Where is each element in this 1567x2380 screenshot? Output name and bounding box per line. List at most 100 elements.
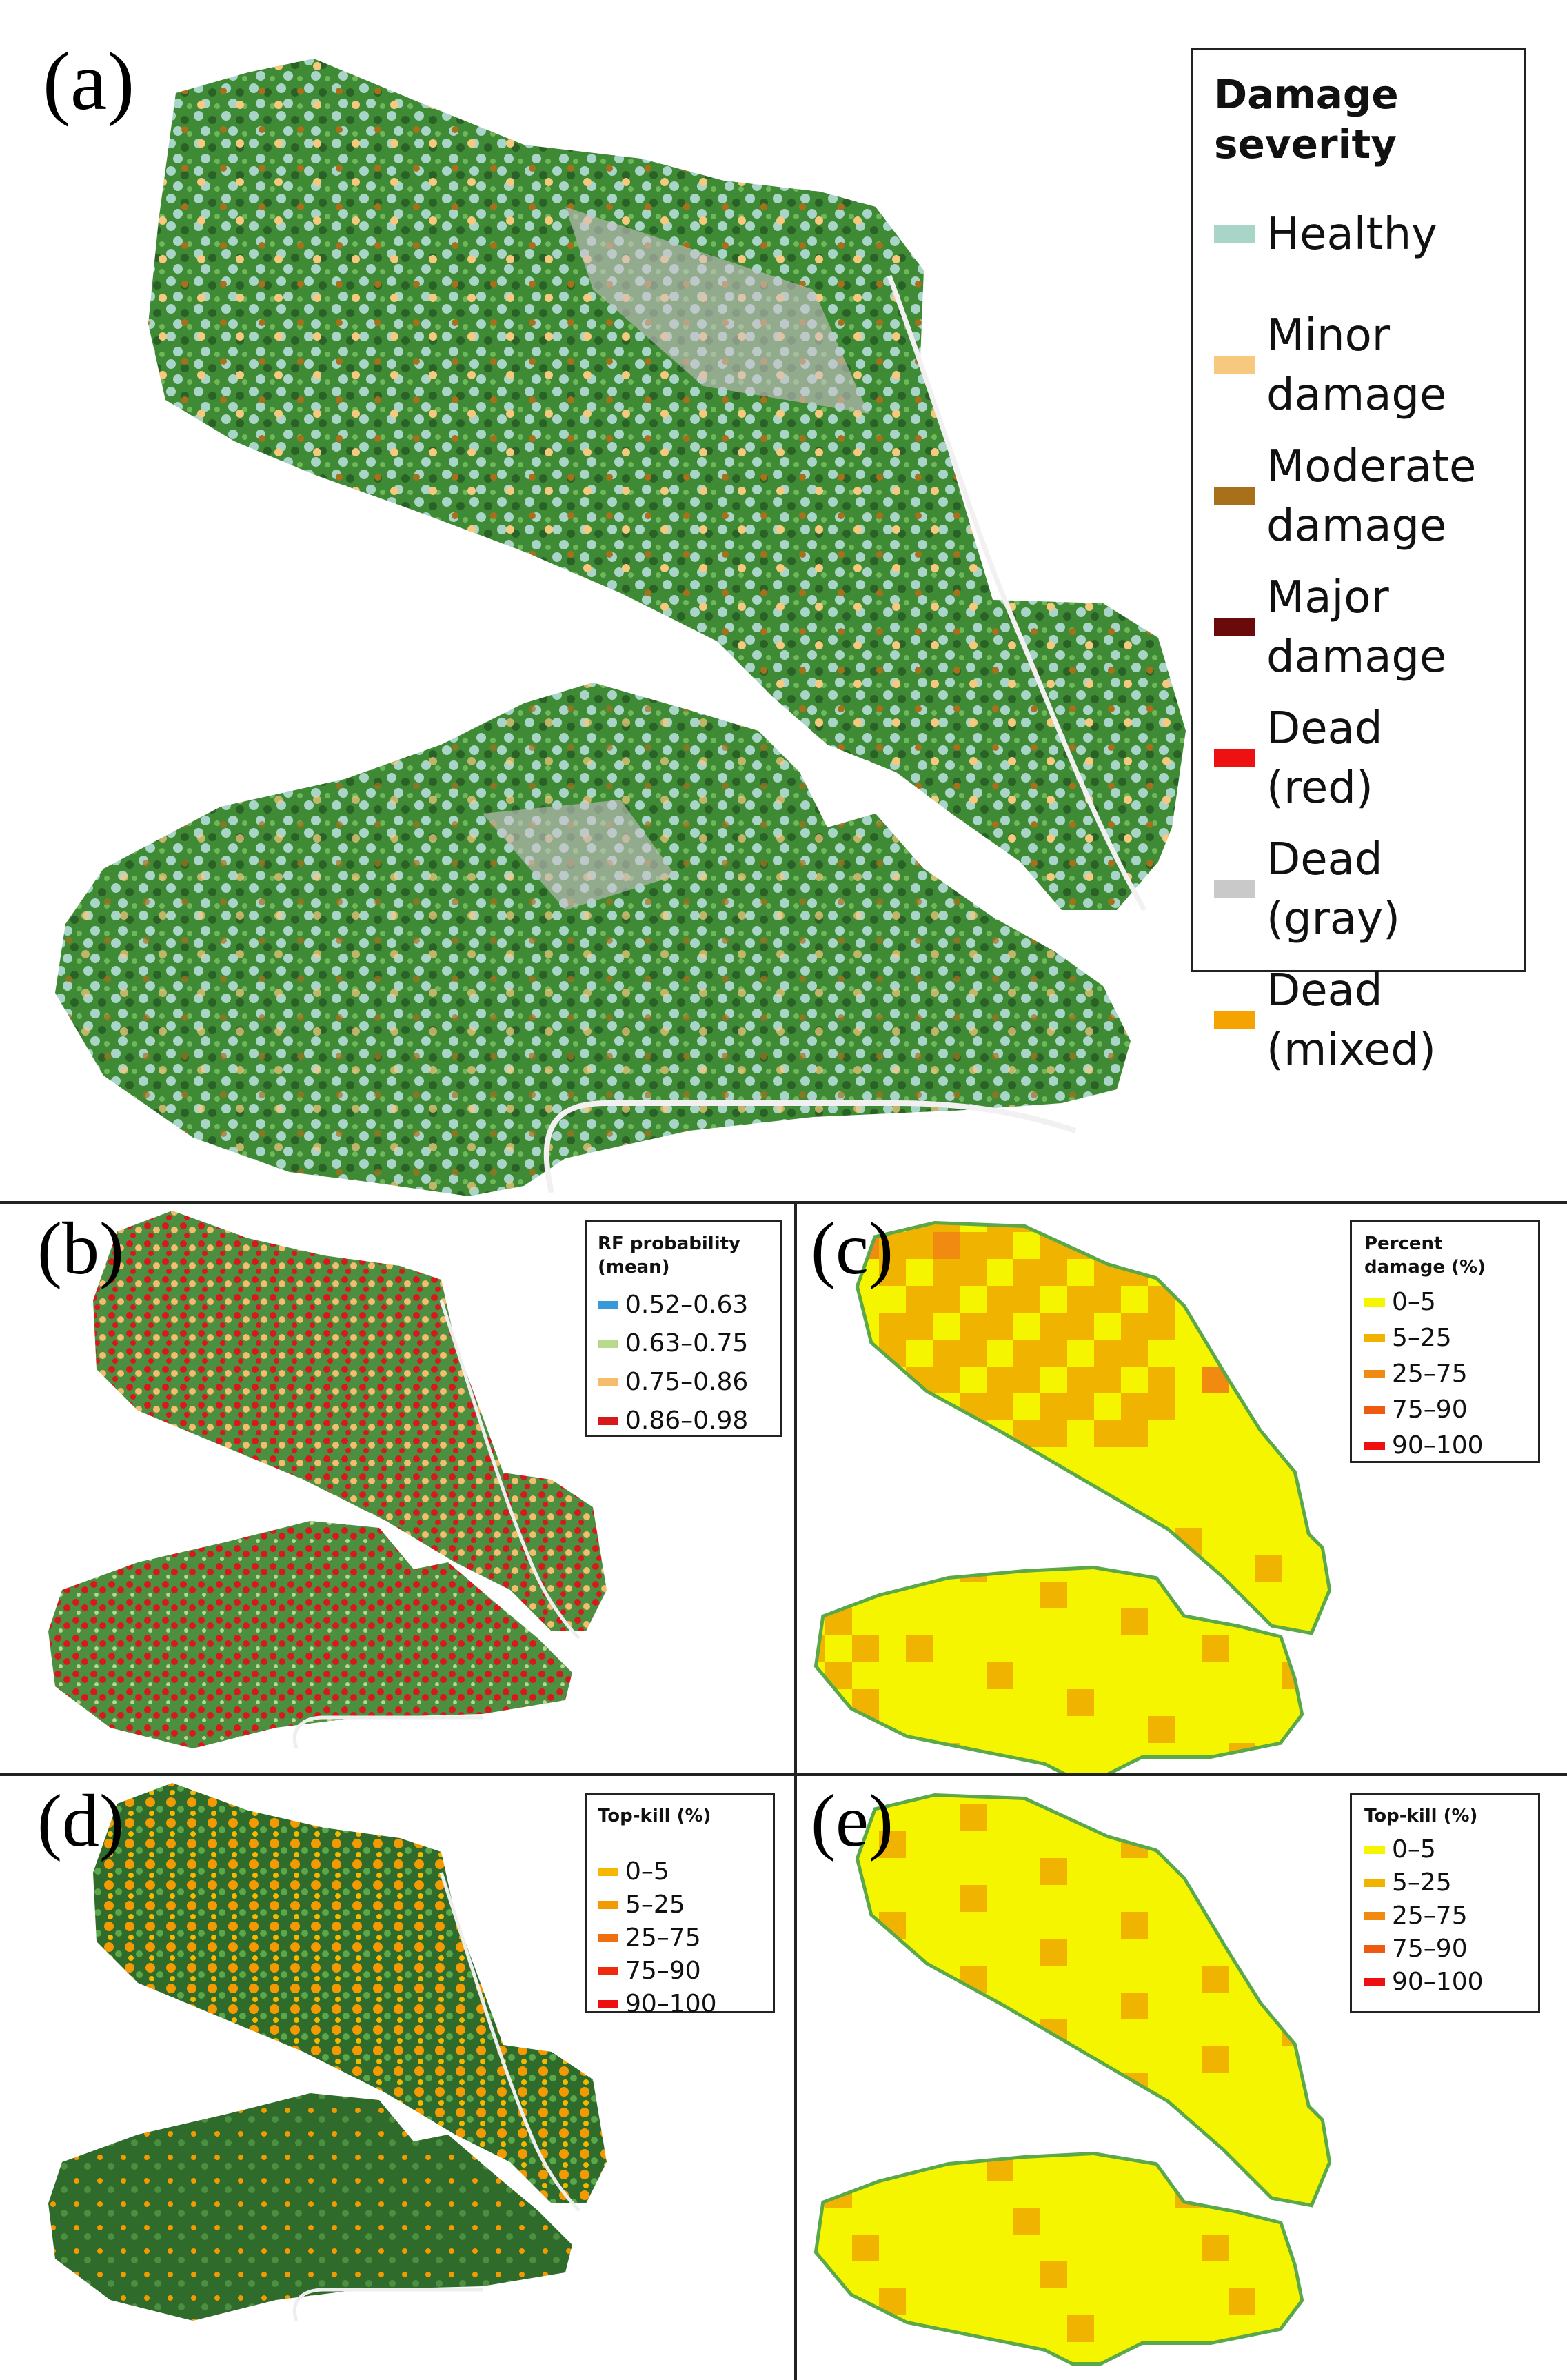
grid-cell	[1497, 1662, 1524, 1689]
grid-cell	[1363, 1689, 1390, 1716]
grid-cell	[852, 1635, 879, 1662]
grid-cell	[987, 1804, 1013, 1831]
grid-cell	[1551, 1528, 1567, 1555]
grid-cell	[818, 1501, 825, 1528]
grid-cell	[933, 2073, 960, 2100]
grid-cell	[1148, 2019, 1175, 2046]
grid-cell	[1094, 2181, 1121, 2208]
grid-cell	[1309, 1858, 1328, 1885]
grid-cell	[1417, 1501, 1444, 1528]
grid-cell	[879, 1770, 906, 1773]
grid-cell	[1309, 2315, 1328, 2342]
grid-cell	[1551, 1912, 1567, 1939]
grid-cell	[818, 1313, 825, 1340]
grid-cell	[1067, 1797, 1094, 1804]
grid-cell	[1094, 1608, 1121, 1635]
grid-cell	[1551, 1743, 1567, 1770]
legend-swatch	[598, 1340, 618, 1348]
grid-cell	[852, 1393, 879, 1420]
grid-cell	[1094, 1393, 1121, 1420]
grid-cell	[1255, 1582, 1282, 1608]
grid-cell	[1255, 2127, 1282, 2154]
grid-cell	[933, 1224, 960, 1232]
legend-item-label: 5–25	[1392, 1324, 1452, 1352]
grid-cell	[1013, 1662, 1040, 1689]
grid-cell	[852, 2235, 879, 2261]
grid-cell	[1497, 2181, 1524, 2208]
grid-cell	[1229, 1743, 1255, 1770]
grid-cell	[987, 1831, 1013, 1858]
legend-item-90-100: 90–100	[1364, 1428, 1538, 1464]
grid-cell	[1148, 1770, 1175, 1773]
grid-cell	[879, 2369, 906, 2380]
grid-cell	[960, 2019, 987, 2046]
grid-cell	[1202, 1635, 1229, 1662]
grid-cell	[1551, 2154, 1567, 2181]
grid-cell	[825, 1367, 852, 1393]
grid-cell	[1444, 1501, 1470, 1528]
grid-cell	[1390, 2261, 1417, 2288]
grid-cell	[987, 1662, 1013, 1689]
grid-cell	[933, 1831, 960, 1858]
grid-cell	[818, 1716, 825, 1743]
grid-cell	[1524, 1743, 1551, 1770]
grid-cell	[960, 2288, 987, 2315]
grid-cell	[1067, 2369, 1094, 2380]
grid-cell	[1309, 2046, 1328, 2073]
grid-cell	[879, 2235, 906, 2261]
grid-cell	[1202, 1885, 1229, 1912]
grid-cell	[1390, 1716, 1417, 1743]
grid-cell	[1148, 2154, 1175, 2181]
grid-cell	[1121, 2288, 1148, 2315]
grid-cell	[1175, 2154, 1202, 2181]
grid-cell	[1363, 2046, 1390, 2073]
grid-cell	[1121, 1662, 1148, 1689]
legend-swatch	[1364, 1846, 1385, 1854]
legend-item-healthy: Healthy	[1214, 169, 1524, 300]
grid-cell	[1202, 1313, 1229, 1340]
grid-cell	[1363, 1635, 1390, 1662]
grid-cell	[1094, 1743, 1121, 1770]
north-parcel-topkill	[93, 1783, 607, 2203]
grid-cell	[1524, 2100, 1551, 2127]
grid-cell	[933, 1259, 960, 1286]
grid-cell	[1282, 2342, 1309, 2362]
grid-cell	[987, 2369, 1013, 2380]
grid-cell	[1202, 1662, 1229, 1689]
grid-cell	[825, 1340, 852, 1367]
grid-cell	[1121, 2019, 1148, 2046]
grid-cell	[960, 1447, 987, 1474]
grid-cell	[1282, 1885, 1309, 1912]
grid-cell	[1470, 2127, 1497, 2154]
grid-cell	[1040, 1885, 1067, 1912]
grid-cell	[1229, 1716, 1255, 1743]
grid-cell	[906, 1993, 933, 2019]
legend-swatch	[1364, 1945, 1385, 1953]
grid-cell	[852, 1770, 879, 1773]
grid-cell	[879, 1555, 906, 1582]
grid-cell	[1121, 1393, 1148, 1420]
grid-cell	[960, 1804, 987, 1831]
grid-cell	[1067, 1993, 1094, 2019]
grid-cell	[818, 1770, 825, 1773]
grid-cell	[1013, 2100, 1040, 2127]
grid-cell	[1094, 2208, 1121, 2235]
grid-cell	[1067, 2100, 1094, 2127]
grid-cell	[1013, 1286, 1040, 1313]
grid-cell	[1013, 1528, 1040, 1555]
grid-cell	[1255, 1885, 1282, 1912]
grid-cell	[1013, 2208, 1040, 2235]
grid-cell	[1229, 1555, 1255, 1582]
grid-cell	[906, 2073, 933, 2100]
grid-cell	[852, 2342, 879, 2362]
legend-item-label: Healthy	[1266, 209, 1438, 260]
grid-cell	[852, 2154, 879, 2181]
grid-cell	[906, 1804, 933, 1831]
grid-cell	[1524, 2046, 1551, 2073]
grid-cell	[1255, 1232, 1282, 1259]
grid-cell	[879, 1501, 906, 1528]
grid-cell	[1067, 1286, 1094, 1313]
grid-cell	[1094, 1797, 1121, 1804]
grid-cell	[852, 1447, 879, 1474]
grid-cell	[1229, 1528, 1255, 1555]
